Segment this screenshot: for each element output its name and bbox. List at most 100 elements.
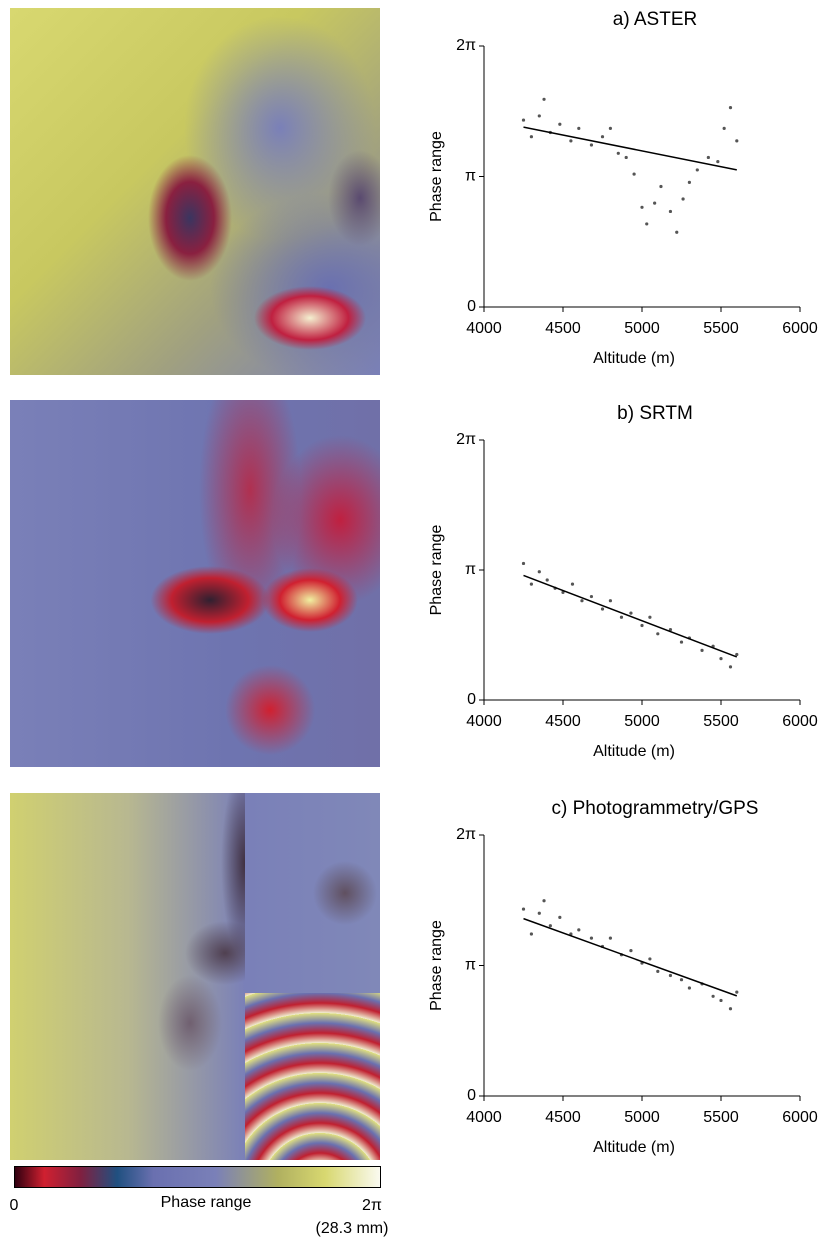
- x-tick-label: 4500: [545, 713, 581, 730]
- data-point: [619, 615, 624, 619]
- data-point: [521, 118, 526, 122]
- data-point: [675, 230, 679, 234]
- y-tick-label: 2π: [456, 826, 476, 843]
- data-point: [558, 915, 562, 919]
- x-tick-label: 6000: [782, 320, 818, 337]
- chart-title: a) ASTER: [613, 9, 697, 30]
- data-point: [659, 184, 663, 189]
- data-point: [600, 607, 605, 611]
- data-point: [537, 570, 541, 574]
- data-point: [653, 201, 657, 205]
- data-point: [629, 611, 633, 615]
- x-tick-label: 5000: [624, 320, 660, 337]
- data-point: [608, 936, 613, 940]
- colorbar-label: Phase range: [161, 1194, 252, 1211]
- data-point: [624, 155, 628, 160]
- data-point: [616, 151, 620, 155]
- data-point: [529, 582, 534, 586]
- x-axis-label: Altitude (m): [593, 350, 675, 367]
- data-point: [681, 197, 685, 201]
- x-tick-label: 4000: [466, 1109, 502, 1126]
- data-point: [589, 936, 594, 940]
- data-point: [629, 949, 633, 953]
- data-point: [580, 599, 584, 603]
- y-axis-label: Phase range: [428, 131, 445, 222]
- data-point: [537, 911, 541, 915]
- x-tick-label: 5000: [624, 1109, 660, 1126]
- data-point: [687, 180, 692, 184]
- x-tick-label: 5000: [624, 713, 660, 730]
- x-axis-label: Altitude (m): [593, 1139, 675, 1156]
- interferogram-image: [10, 793, 380, 1160]
- data-point: [719, 657, 723, 661]
- data-point: [656, 969, 660, 973]
- x-tick-label: 5500: [703, 1109, 739, 1126]
- x-tick-label: 6000: [782, 1109, 818, 1126]
- interferogram-image: [10, 400, 380, 767]
- data-point: [521, 561, 526, 566]
- y-tick-label: 0: [467, 298, 476, 315]
- chart-title: b) SRTM: [617, 403, 693, 424]
- fit-line: [523, 126, 737, 171]
- data-point: [668, 973, 673, 978]
- data-point: [687, 986, 692, 990]
- data-point: [589, 143, 594, 147]
- data-point: [529, 932, 534, 936]
- data-point: [735, 652, 739, 657]
- y-tick-label: π: [465, 957, 476, 974]
- fit-line: [523, 574, 738, 658]
- data-point: [632, 172, 636, 176]
- data-point: [542, 899, 546, 903]
- data-point: [577, 928, 581, 932]
- data-point: [640, 205, 644, 209]
- data-point: [656, 632, 660, 636]
- colorbar-unit: (28.3 mm): [316, 1220, 389, 1237]
- data-point: [735, 990, 739, 994]
- colorbar-min-label: 0: [10, 1197, 19, 1214]
- data-point: [668, 209, 673, 214]
- interferogram-image: [10, 8, 380, 375]
- y-tick-label: 0: [467, 691, 476, 708]
- y-tick-label: 2π: [456, 37, 476, 54]
- x-tick-label: 4500: [545, 1109, 581, 1126]
- data-point: [589, 594, 594, 599]
- data-point: [645, 222, 649, 226]
- data-point: [570, 582, 575, 586]
- data-point: [558, 122, 562, 126]
- data-point: [521, 907, 526, 911]
- x-tick-label: 6000: [782, 713, 818, 730]
- data-point: [722, 126, 726, 130]
- data-point: [711, 994, 715, 998]
- data-point: [695, 168, 699, 172]
- data-point: [679, 640, 684, 644]
- data-point: [608, 599, 613, 603]
- y-tick-label: π: [465, 168, 476, 185]
- data-point: [716, 160, 720, 164]
- data-point: [728, 106, 733, 110]
- data-point: [728, 665, 733, 669]
- data-point: [700, 648, 704, 652]
- data-point: [600, 135, 605, 139]
- y-tick-label: π: [465, 561, 476, 578]
- colorbar: [14, 1166, 381, 1188]
- data-point: [537, 114, 541, 118]
- data-point: [569, 139, 573, 143]
- chart-title: c) Photogrammetry/GPS: [552, 798, 759, 819]
- data-point: [529, 135, 534, 139]
- x-tick-label: 5500: [703, 320, 739, 337]
- colorbar-max-label: 2π: [362, 1197, 382, 1214]
- y-axis-label: Phase range: [428, 525, 445, 616]
- x-tick-label: 4000: [466, 320, 502, 337]
- data-point: [679, 978, 684, 982]
- data-point: [640, 623, 644, 628]
- data-point: [548, 924, 552, 928]
- data-point: [719, 998, 723, 1003]
- data-point: [542, 97, 546, 101]
- x-tick-label: 5500: [703, 713, 739, 730]
- data-point: [728, 1007, 733, 1011]
- data-point: [545, 578, 549, 582]
- data-point: [577, 126, 581, 130]
- data-point: [648, 957, 652, 961]
- data-point: [648, 615, 652, 619]
